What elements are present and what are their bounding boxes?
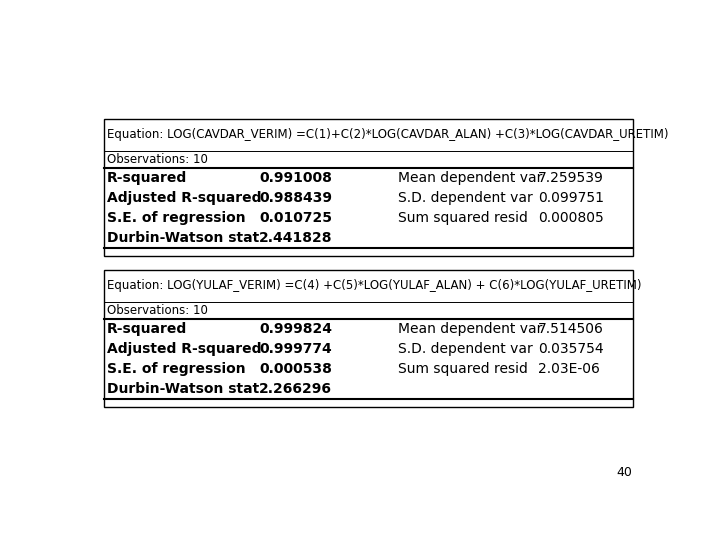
Text: Observations: 10: Observations: 10 — [107, 153, 208, 166]
Text: 0.010725: 0.010725 — [259, 211, 332, 225]
Text: 0.991008: 0.991008 — [259, 171, 332, 185]
Text: Mean dependent var: Mean dependent var — [398, 171, 543, 185]
Text: S.D. dependent var: S.D. dependent var — [398, 191, 534, 205]
Text: Adjusted R-squared: Adjusted R-squared — [107, 191, 261, 205]
Text: S.E. of regression: S.E. of regression — [107, 362, 246, 376]
Text: S.D. dependent var: S.D. dependent var — [398, 342, 534, 356]
Text: 0.988439: 0.988439 — [259, 191, 332, 205]
Text: Sum squared resid: Sum squared resid — [398, 362, 528, 376]
Text: 7.514506: 7.514506 — [538, 322, 604, 336]
Text: R-squared: R-squared — [107, 322, 187, 336]
Text: 0.035754: 0.035754 — [538, 342, 603, 356]
Text: Mean dependent var: Mean dependent var — [398, 322, 543, 336]
Text: Durbin-Watson stat: Durbin-Watson stat — [107, 231, 259, 245]
Text: Observations: 10: Observations: 10 — [107, 304, 208, 317]
Text: 0.999774: 0.999774 — [259, 342, 332, 356]
Text: 0.000805: 0.000805 — [538, 211, 603, 225]
Text: Equation: LOG(CAVDAR_VERIM) =C(1)+C(2)*LOG(CAVDAR_ALAN) +C(3)*LOG(CAVDAR_URETIM): Equation: LOG(CAVDAR_VERIM) =C(1)+C(2)*L… — [107, 129, 669, 141]
Text: 0.099751: 0.099751 — [538, 191, 604, 205]
Text: Adjusted R-squared: Adjusted R-squared — [107, 342, 261, 356]
Text: R-squared: R-squared — [107, 171, 187, 185]
Bar — [104, 269, 632, 407]
Bar — [104, 119, 632, 256]
Text: 2.03E-06: 2.03E-06 — [538, 362, 600, 376]
Text: Sum squared resid: Sum squared resid — [398, 211, 528, 225]
Text: 2.441828: 2.441828 — [259, 231, 333, 245]
Text: S.E. of regression: S.E. of regression — [107, 211, 246, 225]
Text: 0.999824: 0.999824 — [259, 322, 332, 336]
Text: Durbin-Watson stat: Durbin-Watson stat — [107, 382, 259, 396]
Text: 7.259539: 7.259539 — [538, 171, 604, 185]
Text: Equation: LOG(YULAF_VERIM) =C(4) +C(5)*LOG(YULAF_ALAN) + C(6)*LOG(YULAF_URETIM): Equation: LOG(YULAF_VERIM) =C(4) +C(5)*L… — [107, 279, 642, 292]
Text: 40: 40 — [616, 467, 632, 480]
Text: 0.000538: 0.000538 — [259, 362, 332, 376]
Text: 2.266296: 2.266296 — [259, 382, 332, 396]
